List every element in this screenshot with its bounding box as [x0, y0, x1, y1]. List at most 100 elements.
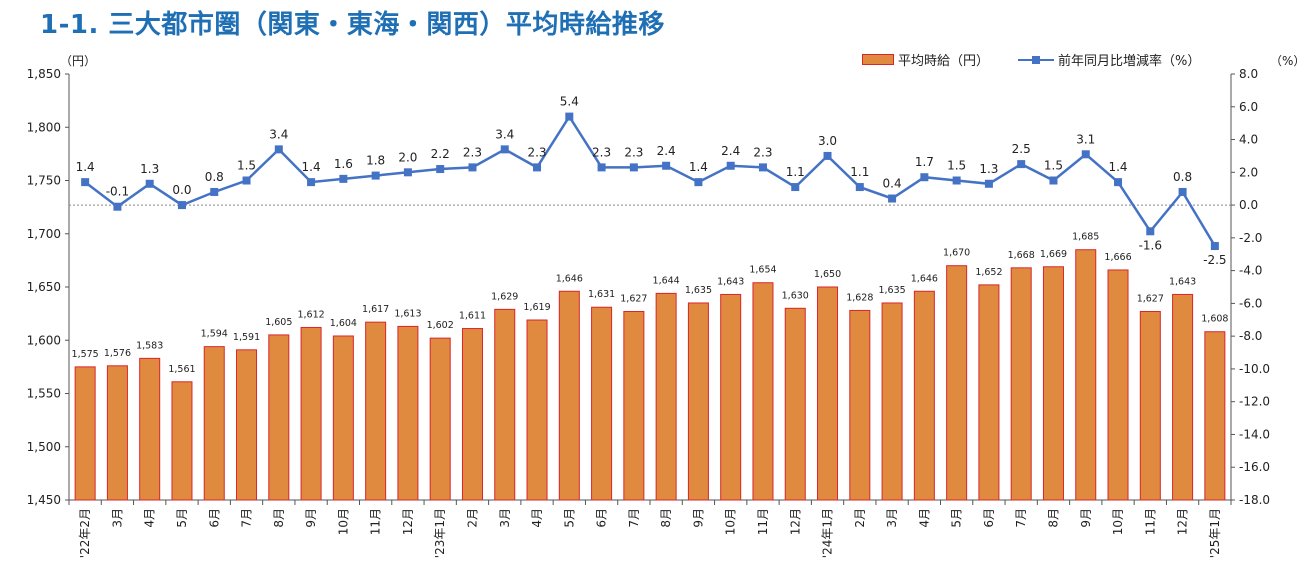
rate-marker [1178, 187, 1187, 196]
bar [461, 328, 483, 501]
bar-value-label: 1,652 [975, 267, 1002, 278]
x-category-label: 11月 [1143, 508, 1157, 535]
bar-value-label: 1,561 [168, 364, 195, 375]
chart-title: 1-1. 三大都市圏（関東・東海・関西）平均時給推移 [40, 10, 665, 40]
rate-marker [662, 161, 671, 170]
rate-marker [726, 161, 735, 170]
rate-marker [403, 168, 412, 177]
bar-value-label: 1,583 [136, 340, 163, 351]
rate-value-label: 1.4 [302, 160, 321, 174]
rate-value-label: 1.8 [366, 154, 385, 168]
rate-marker [242, 176, 251, 185]
bar-value-label: 1,629 [491, 291, 518, 302]
rate-marker [274, 145, 283, 154]
bar-value-label: 1,594 [201, 329, 228, 340]
bar-value-label: 1,608 [1201, 314, 1228, 325]
bar-value-label: 1,666 [1104, 252, 1131, 263]
rate-value-label: 1.1 [850, 165, 869, 179]
bar [300, 326, 322, 501]
bar [365, 321, 387, 501]
rate-value-label: 0.4 [883, 177, 902, 191]
rate-value-label: 3.4 [269, 127, 288, 141]
bar [1107, 269, 1129, 501]
rate-marker [888, 194, 897, 203]
x-category-label: '23年1月 [433, 508, 447, 558]
bar [268, 334, 290, 501]
rate-marker [791, 183, 800, 192]
rate-value-label: 1.7 [915, 155, 934, 169]
bar-value-label: 1,605 [265, 317, 292, 328]
bar [591, 306, 613, 501]
rate-marker [81, 178, 90, 187]
rate-marker [823, 151, 832, 160]
right-tick-label: -14.0 [1239, 427, 1270, 441]
x-category-label: 10月 [724, 508, 738, 535]
legend-bar-swatch [862, 54, 894, 65]
bar-value-label: 1,591 [233, 332, 260, 343]
bar-value-label: 1,643 [717, 276, 744, 287]
left-tick-label: 1,450 [27, 493, 61, 507]
rate-value-label: 1.4 [76, 160, 95, 174]
x-category-label: 6月 [595, 508, 609, 528]
legend-bar-label: 平均時給（円） [898, 54, 990, 69]
rate-value-label: 2.3 [527, 145, 546, 159]
rate-value-label: 1.4 [1108, 160, 1127, 174]
bar-value-label: 1,575 [72, 349, 99, 360]
bar [203, 346, 225, 501]
bar-value-label: 1,644 [653, 275, 680, 286]
x-category-label: 5月 [950, 508, 964, 528]
bar-value-label: 1,619 [523, 302, 550, 313]
rate-marker [468, 163, 477, 172]
bar [784, 307, 806, 501]
rate-marker [629, 163, 638, 172]
bar [1139, 310, 1161, 501]
x-category-label: 7月 [240, 508, 254, 528]
rate-marker [920, 173, 929, 182]
bar-value-label: 1,643 [1169, 276, 1196, 287]
rate-marker [1210, 242, 1219, 251]
bar [558, 290, 580, 501]
rate-marker [1081, 150, 1090, 159]
rate-line [84, 114, 1216, 247]
x-category-label: 10月 [1111, 508, 1125, 535]
bar-value-label: 1,654 [749, 265, 776, 276]
left-tick-label: 1,700 [27, 227, 61, 241]
bar-value-label: 1,631 [588, 289, 615, 300]
right-tick-label: 0.0 [1239, 198, 1258, 212]
left-tick-label: 1,550 [27, 387, 61, 401]
rate-marker [307, 178, 316, 187]
rate-value-label: 1.5 [237, 159, 256, 173]
rate-value-label: 3.4 [495, 127, 514, 141]
bar [946, 265, 968, 501]
x-category-label: 3月 [885, 508, 899, 528]
rate-value-label: 1.4 [689, 160, 708, 174]
rate-marker [210, 187, 219, 196]
bar [526, 319, 548, 501]
bar [397, 325, 419, 501]
rate-marker [1146, 227, 1155, 236]
right-tick-label: 4.0 [1239, 133, 1258, 147]
bar-value-label: 1,602 [427, 320, 454, 331]
left-axis-unit: （円） [60, 54, 97, 68]
x-category-label: 9月 [1079, 508, 1093, 528]
bar-value-label: 1,613 [394, 308, 421, 319]
x-category-label: 3月 [110, 508, 124, 528]
bar [978, 284, 1000, 501]
rate-value-label: 2.3 [463, 145, 482, 159]
right-tick-label: -4.0 [1239, 264, 1262, 278]
rate-value-label: 5.4 [560, 95, 579, 109]
rate-value-label: 2.3 [624, 145, 643, 159]
rate-marker [500, 145, 509, 154]
rate-value-label: -1.6 [1139, 238, 1162, 252]
bar [1042, 266, 1064, 501]
bar-value-label: 1,604 [330, 318, 357, 329]
bar-value-label: 1,617 [362, 304, 389, 315]
bar [429, 337, 451, 501]
x-category-label: '22年2月 [78, 508, 92, 558]
rate-marker [177, 201, 186, 210]
bar-value-label: 1,668 [1008, 250, 1035, 261]
x-category-label: 8月 [1046, 508, 1060, 528]
bar [655, 292, 677, 501]
right-tick-label: -8.0 [1239, 329, 1262, 343]
legend-bar-item: 平均時給（円） [862, 50, 989, 69]
